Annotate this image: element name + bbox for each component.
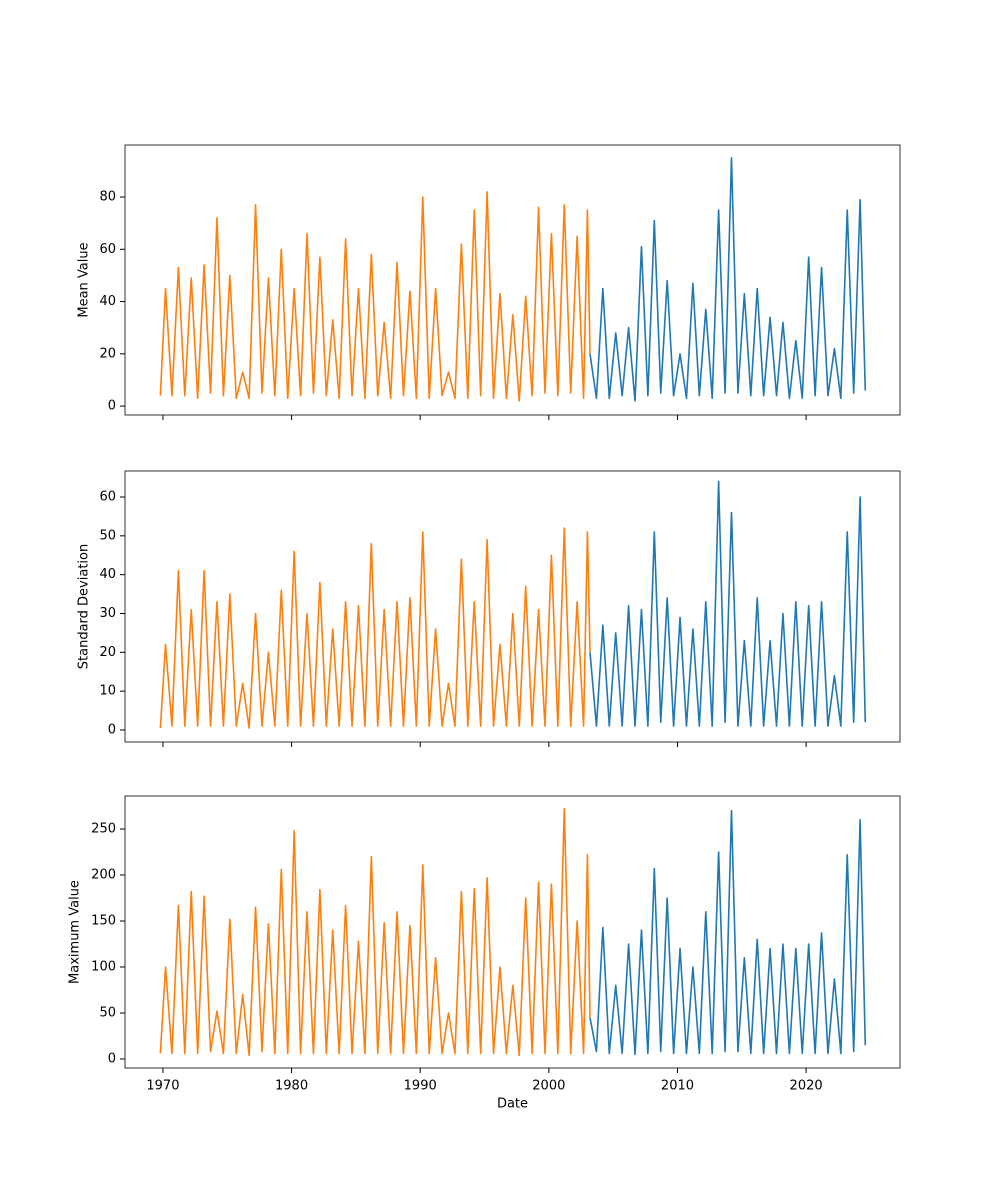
y-tick-label: 80 [99, 190, 116, 205]
series-line [159, 190, 591, 402]
y-tick-label: 50 [99, 528, 116, 543]
series-line [589, 157, 867, 402]
x-tick-label: 2010 [661, 1079, 694, 1094]
y-tick-label: 60 [99, 490, 116, 505]
series-line [589, 480, 867, 727]
subplot: 1970 1980 1990 2000 2010 2020 0 50 100 150 200 250 M… [68, 795, 901, 1112]
series-line [159, 527, 591, 729]
y-tick-label: 30 [99, 606, 116, 621]
y-tick-label: 20 [99, 346, 116, 361]
y-axis-label: Mean Value [77, 242, 92, 317]
x-tick-label: 2000 [532, 1079, 565, 1094]
y-tick-label: 20 [99, 645, 116, 660]
y-tick-label: 250 [91, 822, 116, 837]
subplot: 0 10 20 30 40 50 60 Standard Deviation [77, 470, 901, 747]
y-tick-label: 40 [99, 567, 116, 582]
y-tick-label: 100 [91, 960, 116, 975]
series-line [159, 807, 591, 1057]
y-tick-label: 0 [108, 1051, 116, 1066]
x-tick-label: 2020 [790, 1079, 823, 1094]
y-tick-label: 60 [99, 242, 116, 257]
subplot: 0 20 40 60 80 Mean Value [77, 144, 901, 420]
y-tick-label: 10 [99, 684, 116, 699]
y-tick-label: 150 [91, 914, 116, 929]
series-line [589, 809, 867, 1056]
axes-frame [124, 470, 901, 743]
x-tick-label: 1980 [275, 1079, 308, 1094]
y-tick-label: 0 [108, 399, 116, 414]
y-tick-label: 0 [108, 722, 116, 737]
y-tick-label: 50 [99, 1005, 116, 1020]
x-tick-label: 1970 [146, 1079, 179, 1094]
y-axis-label: Standard Deviation [77, 544, 92, 669]
y-tick-label: 40 [99, 294, 116, 309]
y-axis-label: Maximum Value [68, 880, 83, 984]
x-tick-label: 1990 [404, 1079, 437, 1094]
axes-frame [124, 144, 901, 416]
axes-frame [124, 795, 901, 1069]
y-tick-label: 200 [91, 868, 116, 883]
x-axis-label: Date [497, 1097, 528, 1112]
